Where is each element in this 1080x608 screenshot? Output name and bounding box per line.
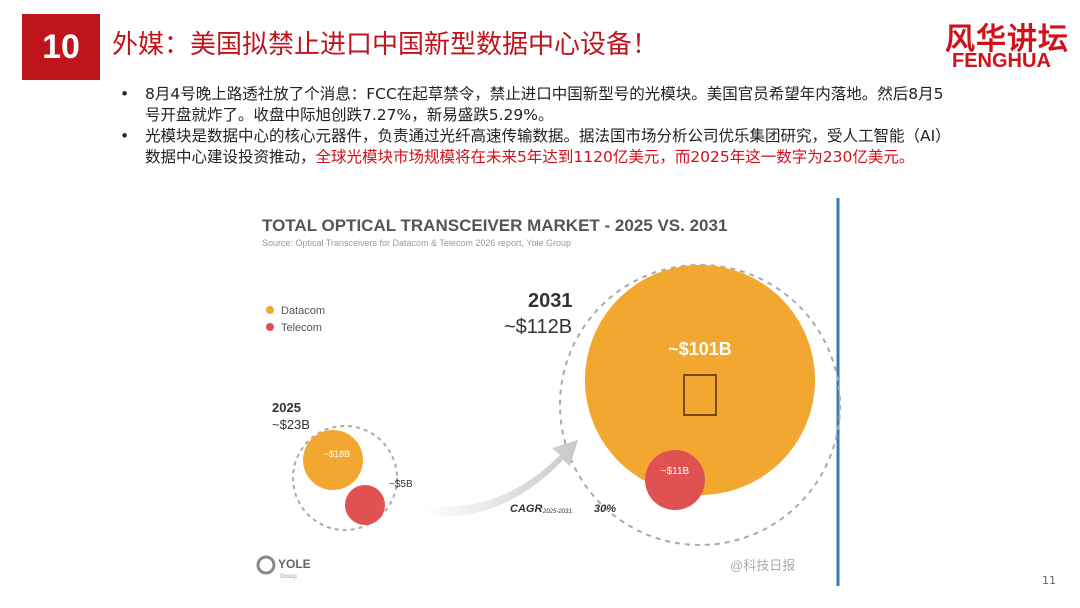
year-label: 2031 — [528, 290, 573, 312]
telecom-label: ~$11B — [661, 466, 690, 477]
bullet: 8月4号晚上路透社放了个消息：FCC在起草禁令，禁止进口中国新型号的光模块。美国… — [118, 84, 948, 126]
logo-cn: 风华讲坛 — [945, 22, 1069, 57]
page-number: 11 — [1042, 574, 1056, 587]
watermark: @科技日报 — [730, 558, 795, 573]
legend-label: Datacom — [281, 305, 325, 317]
telecom-circle — [645, 450, 705, 510]
legend-dot — [266, 306, 274, 314]
datacom-circle — [303, 430, 363, 490]
year-label: 2025 — [272, 400, 301, 415]
cagr-label: CAGR — [510, 503, 542, 515]
bullet: 光模块是数据中心的核心元器件，负责通过光纤高速传输数据。据法国市场分析公司优乐集… — [118, 126, 948, 168]
growth-arrow — [425, 440, 578, 517]
slide-title: 外媒：美国拟禁止进口中国新型数据中心设备！ — [112, 30, 659, 60]
slide-number: 10 — [22, 14, 100, 80]
bullet-text: 光模块是数据中心的核心元器件，负责通过光纤高速传输数据。据法国市场分析公司优乐集… — [145, 127, 943, 166]
cagr-value: 30% — [594, 503, 616, 515]
telecom-circle — [345, 485, 385, 525]
brand: YOLE — [278, 557, 311, 571]
bullet-highlight: 全球光模块市场规模将在未来5年达到1120亿美元，而2025年这一数字为230亿… — [315, 148, 915, 166]
telecom-label: ~$5B — [389, 479, 413, 490]
figure-source: Source: Optical Transceivers for Datacom… — [262, 238, 571, 248]
logo-en: FENGHUA — [952, 50, 1051, 72]
bullet-text: 8月4号晚上路透社放了个消息：FCC在起草禁令，禁止进口中国新型号的光模块。美国… — [145, 85, 944, 124]
total-label: ~$23B — [272, 417, 310, 432]
bullet-list: 8月4号晚上路透社放了个消息：FCC在起草禁令，禁止进口中国新型号的光模块。美国… — [118, 84, 948, 168]
total-circle — [559, 264, 841, 546]
figure-title: TOTAL OPTICAL TRANSCEIVER MARKET - 2025 … — [262, 216, 727, 235]
cagr-period: 2025-2031: — [542, 509, 574, 515]
datacom-circle — [585, 265, 815, 495]
total-circle — [292, 425, 398, 531]
datacom-label: ~$18B — [324, 449, 350, 459]
total-label: ~$112B — [504, 316, 572, 338]
brand-sub: Group — [280, 574, 297, 580]
datacom-label: ~$101B — [668, 339, 732, 359]
brand-icon — [256, 555, 276, 575]
legend-label: Telecom — [281, 322, 322, 334]
building-icon — [683, 374, 717, 416]
legend-dot — [266, 323, 274, 331]
